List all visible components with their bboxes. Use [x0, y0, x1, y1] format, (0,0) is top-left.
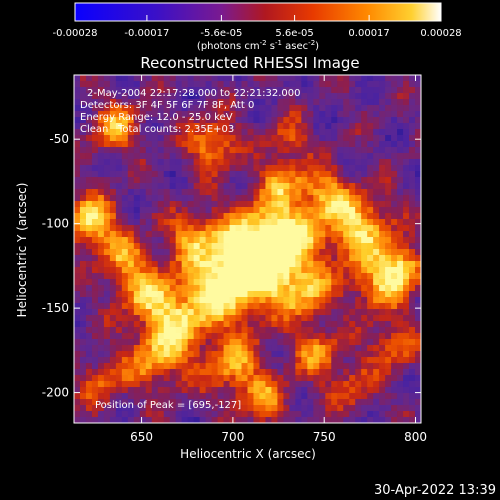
- colorbar-tick-label: 0.00017: [348, 28, 389, 39]
- colorbar-unit-label: (photons cm-2 s-1 asec-2): [197, 39, 319, 52]
- colorbar-tick-label: 0.00028: [420, 28, 461, 39]
- colorbar-gradient: [75, 3, 441, 21]
- annotation-peak: Position of Peak = [695,-127]: [95, 400, 241, 411]
- heatmap-image: [74, 75, 421, 423]
- y-axis-label: Heliocentric Y (arcsec): [15, 183, 29, 318]
- footer-date: 30-Apr-2022 13:39: [374, 483, 496, 498]
- x-tick-label: 750: [313, 430, 336, 444]
- x-axis-label: Heliocentric X (arcsec): [180, 447, 316, 461]
- colorbar-frame: [74, 2, 442, 22]
- x-tick-label: 800: [404, 430, 427, 444]
- x-axis: 650 700 750 800: [130, 75, 427, 444]
- colorbar-tick-label: 5.6e-05: [275, 28, 313, 39]
- x-tick-label: 700: [221, 430, 244, 444]
- y-axis: -50 -100 -150 -200: [42, 132, 421, 400]
- colorbar-tick-label: -5.6e-05: [200, 28, 242, 39]
- y-tick-label: -150: [42, 301, 69, 315]
- colorbar-tick-labels: -0.00028 -0.00017 -5.6e-05 5.6e-05 0.00017 0.…: [53, 28, 462, 39]
- y-tick-label: -50: [49, 132, 69, 146]
- colorbar-tick-label: -0.00017: [124, 28, 169, 39]
- annotation-block: 2-May-2004 22:17:28.000 to 22:21:32.000 …: [80, 88, 300, 411]
- colorbar-tick-label: -0.00028: [53, 28, 98, 39]
- annotation-detectors: Detectors: 3F 4F 5F 6F 7F 8F, Att 0: [80, 100, 254, 111]
- colorbar: -0.00028 -0.00017 -5.6e-05 5.6e-05 0.00017 0.…: [53, 2, 462, 52]
- annotation-clean: Clean: [80, 124, 108, 135]
- y-tick-label: -100: [42, 217, 69, 231]
- y-tick-label: -200: [42, 386, 69, 400]
- plot-frame: [73, 74, 422, 424]
- annotation-energy: Energy Range: 12.0 - 25.0 keV: [80, 112, 233, 123]
- colorbar-ticks: [74, 15, 442, 21]
- chart-title: Reconstructed RHESSI Image: [140, 54, 359, 72]
- annotation-time-range: 2-May-2004 22:17:28.000 to 22:21:32.000: [87, 88, 300, 99]
- annotation-counts: Total counts: 2.35E+03: [117, 124, 234, 135]
- x-tick-label: 650: [130, 430, 153, 444]
